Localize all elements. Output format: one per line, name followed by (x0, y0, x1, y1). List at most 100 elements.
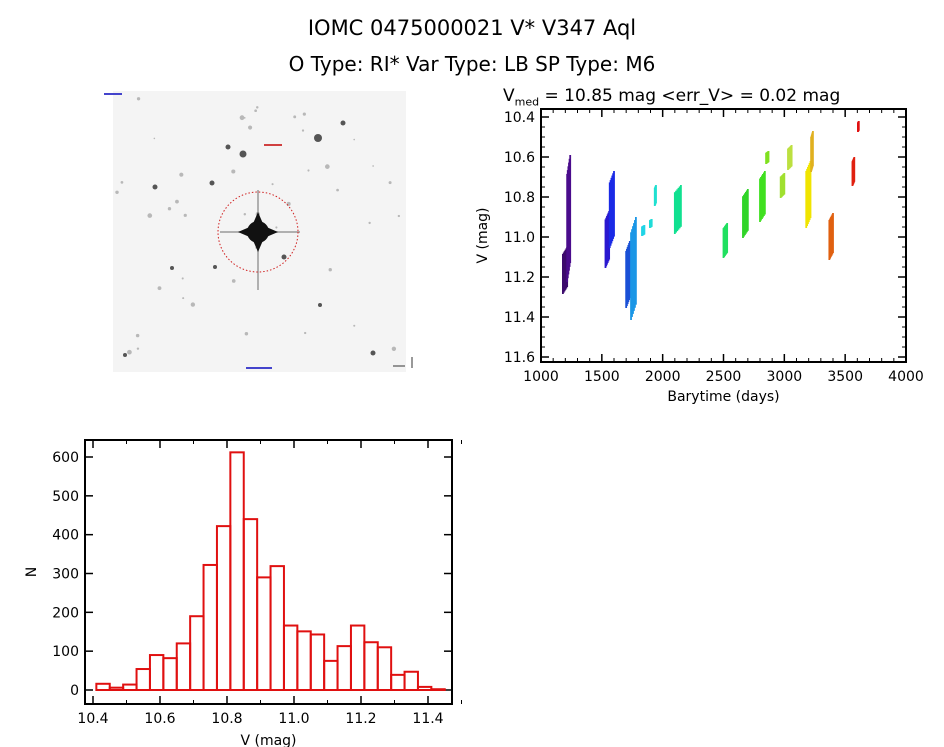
lightcurve-point-12 (760, 177, 762, 221)
faint-star (353, 324, 356, 327)
histogram-ytick-label: 100 (52, 644, 79, 660)
lightcurve-point-13 (767, 151, 770, 163)
histogram-plot: 10.4 10.6 10.8 11.0 11.2 11.4 0 100 200 300 400 500… (24, 439, 462, 747)
lightcurve-xtick-label: 3000 (767, 369, 803, 385)
lightcurve-point-11 (744, 191, 747, 234)
faint-star (244, 332, 249, 336)
chart-subtitle: O Type: RI* Var Type: LB SP Type: M6 (288, 52, 656, 76)
histogram-bar (242, 518, 259, 692)
star (213, 265, 217, 269)
histogram-bar (108, 686, 125, 691)
histogram-bar (390, 673, 406, 691)
lightcurve-point-12 (759, 178, 761, 222)
faint-star (179, 172, 184, 177)
lightcurve-point-6 (643, 225, 646, 235)
faint-star (147, 213, 153, 218)
lightcurve-point-9 (676, 189, 679, 232)
histogram-xtick-label: 11.4 (412, 711, 443, 727)
histogram-bar (256, 576, 272, 692)
histogram-bar (162, 657, 178, 692)
faint-star (301, 129, 305, 132)
faint-star (336, 188, 339, 192)
faint-star (157, 286, 162, 291)
lightcurve-ytick-label: 10.6 (504, 150, 535, 166)
faint-star (388, 181, 392, 185)
lightcurve-xtick-label: 2000 (645, 369, 681, 385)
lightcurve-title-sub: med (514, 95, 540, 109)
histogram-bar (122, 683, 138, 692)
lightcurve-title-rest: = 10.85 mag <err_V> = 0.02 mag (539, 86, 841, 106)
lightcurve-point-16 (809, 161, 812, 219)
faint-star (120, 180, 124, 184)
histogram-bar (175, 642, 192, 692)
histogram-frame (84, 439, 453, 705)
histogram-bar (376, 646, 393, 691)
histogram-bar (416, 685, 433, 691)
histogram-xtick-label: 10.6 (144, 711, 175, 727)
lightcurve-point-5 (630, 232, 632, 320)
lightcurve-ylabel: V (mag) (475, 207, 491, 263)
lightcurve-ytick-label: 11.6 (504, 350, 535, 366)
faint-star (175, 199, 179, 204)
lightcurve-title: Vmed = 10.85 mag <err_V> = 0.02 mag (503, 86, 840, 108)
lightcurve-point-17 (812, 131, 814, 166)
faint-star (275, 226, 278, 229)
faint-star (231, 279, 236, 283)
image-label-mark (104, 93, 122, 95)
lightcurve-point-11 (744, 193, 746, 236)
faint-star (391, 346, 397, 351)
lightcurve-point-5 (632, 226, 634, 314)
lightcurve-point-12 (761, 175, 763, 219)
histogram-bar (189, 615, 205, 692)
lightcurve-xtick-label: 3500 (827, 369, 863, 385)
faint-star (167, 207, 172, 211)
histogram-bar (336, 645, 352, 692)
faint-star (397, 214, 401, 218)
histogram-bar (403, 670, 419, 692)
histogram-bar (363, 641, 379, 691)
lightcurve-ytick-label: 10.8 (504, 190, 535, 206)
lightcurve-point-8 (655, 185, 657, 203)
faint-star (243, 213, 247, 216)
lightcurve-point-12 (762, 174, 764, 218)
histogram-bar (148, 654, 165, 691)
faint-star (307, 169, 310, 172)
faint-star (248, 125, 253, 130)
histogram-bar (309, 633, 326, 691)
faint-star (256, 106, 259, 109)
lightcurve-ytick-label: 11.4 (504, 310, 535, 326)
lightcurve-point-5 (633, 223, 635, 311)
lightcurve-point-5 (631, 229, 633, 317)
faint-star (190, 302, 196, 307)
faint-star (353, 138, 356, 141)
target-label-mark (264, 144, 282, 146)
faint-star (271, 183, 274, 186)
lightcurve-ytick-label: 11.0 (504, 230, 535, 246)
lightcurve-plot: 1000 1500 2000 2500 3000 3500 4000 10.4 10.6 10.8… (475, 108, 924, 405)
histogram-ytick-label: 600 (52, 450, 79, 466)
lightcurve-xtick-label: 1000 (523, 369, 559, 385)
lightcurve-point-14 (783, 173, 786, 195)
star (123, 353, 127, 357)
lightcurve-point-5 (635, 217, 637, 305)
lightcurve-point-9 (678, 186, 681, 229)
lightcurve-point-9 (680, 185, 682, 227)
faint-star (153, 137, 156, 140)
faint-star (183, 213, 187, 217)
histogram-xtick-label: 11.0 (278, 711, 309, 727)
star (209, 180, 215, 186)
faint-star (239, 115, 245, 121)
lightcurve-point-9 (677, 187, 680, 230)
faint-star (115, 190, 119, 195)
lightcurve-point-19 (853, 157, 856, 182)
histogram-bar (202, 563, 218, 691)
histogram-xtick-label: 10.4 (77, 711, 108, 727)
lightcurve-point-9 (673, 192, 676, 234)
lightcurve-ytick-label: 11.2 (504, 270, 535, 286)
histogram-bar (95, 682, 111, 692)
histogram-bar (215, 525, 232, 692)
histogram-xlabel: V (mag) (240, 733, 296, 747)
faint-star (304, 331, 307, 335)
histogram-bar (229, 451, 245, 691)
lightcurve-point-9 (675, 190, 677, 233)
